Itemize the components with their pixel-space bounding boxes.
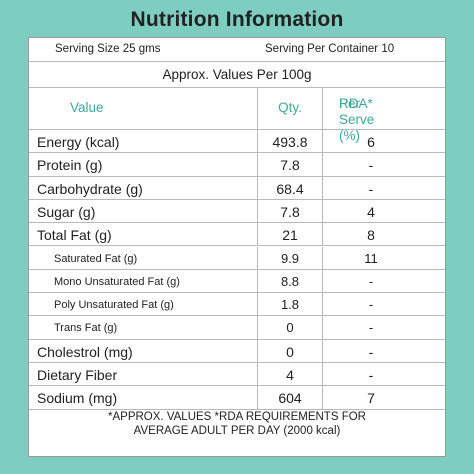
nutrient-qty: 0 — [286, 343, 294, 360]
table-row: Trans Fat (g) 0 - — [29, 316, 445, 340]
nutrient-rda: - — [368, 297, 374, 313]
footnote: *APPROX. VALUES *RDA REQUIREMENTS FOR AV… — [29, 410, 445, 438]
table-row: Sugar (g) 7.8 4 — [29, 199, 445, 224]
nutrient-label: Trans Fat (g) — [54, 322, 118, 335]
footnote-line-2: AVERAGE ADULT PER DAY (2000 kcal) — [133, 425, 341, 437]
nutrient-rda: - — [368, 320, 374, 336]
table-row: Dietary Fiber 4 - — [29, 363, 445, 387]
column-header-qty: Qty. — [278, 100, 302, 115]
nutrient-qty: 68.4 — [276, 180, 304, 197]
column-header-value: Value — [70, 100, 104, 115]
nutrient-qty: 1.8 — [280, 297, 300, 313]
nutrient-qty: 9.9 — [280, 250, 300, 266]
nutrient-label: Total Fat (g) — [37, 227, 112, 244]
table-row: Total Fat (g) 21 8 — [29, 223, 445, 247]
nutrient-label: Mono Unsaturated Fat (g) — [54, 275, 180, 288]
table-row: Saturated Fat (g) 9.9 11 — [29, 246, 445, 270]
nutrient-label: Sodium (mg) — [37, 390, 118, 407]
nutrient-qty: 7.8 — [280, 203, 300, 220]
nutrient-rda: - — [368, 367, 374, 383]
table-header: Value Qty. Per Serve (%) RDA* — [29, 88, 445, 143]
nutrient-qty: 8.8 — [280, 273, 300, 289]
table-row: Carbohydrate (g) 68.4 - — [29, 176, 445, 200]
nutrient-qty: 493.8 — [272, 134, 308, 150]
nutrient-label: Carbohydrate (g) — [37, 180, 143, 197]
table-row: Protein (g) 7.8 - — [29, 153, 445, 177]
nutrient-qty: 604 — [278, 390, 302, 407]
nutrient-label: Dietary Fiber — [37, 367, 118, 383]
nutrient-rda: - — [368, 273, 374, 289]
nutrient-label: Poly Unsaturated Fat (g) — [54, 299, 174, 312]
nutrient-rda: 8 — [367, 227, 375, 244]
nutrient-qty: 7.8 — [280, 157, 300, 174]
nutrient-qty: 4 — [286, 367, 294, 383]
nutrient-label: Sugar (g) — [37, 203, 96, 220]
table-row: Mono Unsaturated Fat (g) 8.8 - — [29, 269, 445, 294]
table-row: Cholestrol (mg) 0 - — [29, 339, 445, 363]
nutrient-rda: 4 — [367, 203, 375, 220]
serving-size: Serving Size 25 gms — [55, 43, 161, 55]
nutrient-qty: 0 — [286, 320, 294, 336]
nutrient-label: Cholestrol (mg) — [37, 343, 133, 360]
page-title: Nutrition Information — [130, 8, 344, 31]
nutrition-table: Serving Size 25 gms Serving Per Containe… — [28, 37, 446, 457]
nutrient-rda: 6 — [367, 134, 375, 150]
nutrient-label: Energy (kcal) — [37, 134, 120, 150]
serving-per-container: Serving Per Container 10 — [265, 43, 395, 55]
table-row: Poly Unsaturated Fat (g) 1.8 - — [29, 293, 445, 317]
nutrient-label: Saturated Fat (g) — [54, 252, 138, 265]
table-row: Sodium (mg) 604 7 — [29, 386, 445, 410]
nutrient-rda: - — [368, 180, 374, 197]
nutrient-rda: - — [368, 157, 374, 174]
nutrient-rda: 11 — [364, 250, 378, 266]
serving-info-row: Serving Size 25 gms Serving Per Containe… — [29, 38, 445, 62]
table-row: Energy (kcal) 493.8 6 — [29, 130, 445, 154]
nutrient-rda: - — [368, 343, 374, 360]
nutrient-label: Protein (g) — [37, 157, 103, 174]
footnote-line-1: *APPROX. VALUES *RDA REQUIREMENTS FOR — [108, 411, 366, 423]
nutrient-rda: 7 — [367, 390, 375, 407]
approx-values-row: Approx. Values Per 100g — [29, 62, 445, 88]
nutrient-qty: 21 — [282, 227, 298, 244]
